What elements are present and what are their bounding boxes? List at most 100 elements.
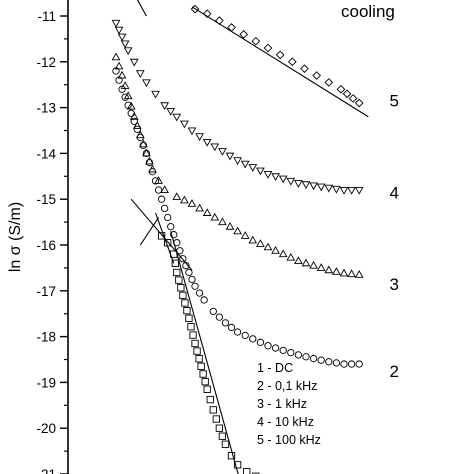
chart-title: cooling (341, 2, 395, 21)
data-point (210, 212, 220, 221)
data-point (348, 94, 358, 103)
data-point (332, 267, 341, 275)
data-point (332, 359, 341, 367)
data-point (199, 370, 207, 378)
y-tick-label: -11 (37, 9, 56, 24)
data-point (151, 177, 160, 185)
data-point (188, 275, 196, 283)
fit-line (170, 231, 239, 474)
data-point (263, 170, 273, 179)
data-point (160, 204, 169, 213)
data-point (301, 181, 311, 190)
data-point (200, 296, 208, 304)
data-point (233, 328, 242, 336)
data-point (316, 183, 326, 192)
data-point (271, 344, 280, 352)
data-point (151, 90, 160, 99)
data-point (179, 291, 187, 300)
data-point (275, 50, 285, 60)
data-point (164, 239, 172, 247)
data-point (248, 164, 258, 172)
data-point (171, 259, 179, 267)
data-point (117, 33, 127, 42)
data-point (317, 356, 325, 364)
legend: 1 - DC 2 - 0,1 kHz 3 - 1 kHz 4 - 10 kHz … (257, 361, 321, 447)
data-point (201, 377, 209, 386)
data-point (185, 268, 193, 277)
data-point (142, 79, 151, 88)
data-point (251, 36, 261, 46)
data-point (227, 323, 236, 332)
data-point (256, 338, 265, 346)
data-point (239, 29, 249, 39)
data-point (240, 160, 250, 169)
data-point (111, 52, 121, 61)
data-point (240, 231, 250, 239)
data-point (170, 231, 178, 239)
data-point (187, 199, 197, 207)
data-point (271, 173, 280, 182)
y-tick-label: -21 (36, 467, 56, 474)
fit-line (136, 0, 147, 17)
data-point (154, 186, 163, 194)
data-point (202, 9, 212, 19)
data-point (123, 91, 133, 100)
data-point (287, 57, 297, 67)
data-point (336, 84, 346, 94)
data-point (215, 313, 224, 321)
fit-lines (130, 0, 369, 474)
data-point (294, 180, 303, 188)
data-point (202, 208, 212, 216)
data-point (172, 113, 182, 122)
data-point (355, 360, 363, 368)
data-point (301, 258, 311, 267)
data-point (249, 335, 257, 343)
data-point (340, 360, 348, 368)
data-point (190, 4, 200, 14)
fit-line (130, 198, 193, 271)
data-point (191, 282, 199, 290)
y-axis-ticks: -21 -20 -19 -18 -17 -16 -15 -14 -13 -12 -11 (36, 9, 68, 474)
data-point (233, 157, 242, 165)
data-point (309, 354, 318, 363)
data-point (287, 348, 295, 357)
data-point (135, 130, 145, 139)
data-point (195, 289, 204, 297)
data-point (142, 148, 151, 157)
y-tick-label: -12 (36, 55, 56, 70)
data-point (347, 269, 356, 278)
data-point (227, 452, 236, 460)
data-point (309, 182, 318, 191)
data-point (286, 252, 296, 261)
data-point (241, 331, 249, 340)
data-point (225, 221, 235, 230)
curve-label: 4 (389, 183, 398, 202)
data-point (243, 468, 251, 474)
data-point (120, 81, 130, 89)
data-point (160, 185, 170, 194)
y-tick-label: -17 (36, 284, 56, 299)
data-point (173, 268, 181, 277)
data-point (129, 58, 139, 67)
data-point (218, 217, 227, 226)
data-point (157, 195, 166, 203)
data-point (121, 93, 129, 101)
y-tick-label: -16 (36, 238, 56, 253)
data-point (294, 256, 303, 265)
data-point (172, 192, 182, 200)
data-point (215, 424, 224, 432)
y-tick-label: -20 (36, 421, 56, 436)
data-point (302, 353, 310, 361)
data-point (145, 156, 154, 165)
data-point (154, 176, 163, 184)
data-point (197, 362, 205, 371)
data-point (309, 260, 318, 269)
data-point (167, 223, 175, 231)
data-point (195, 133, 204, 141)
y-axis-label: ln σ (S/m) (7, 202, 24, 272)
data-point (347, 187, 356, 195)
data-point (182, 261, 190, 270)
data-point (203, 385, 211, 393)
legend-entry-5: 5 - 100 kHz (257, 433, 321, 447)
